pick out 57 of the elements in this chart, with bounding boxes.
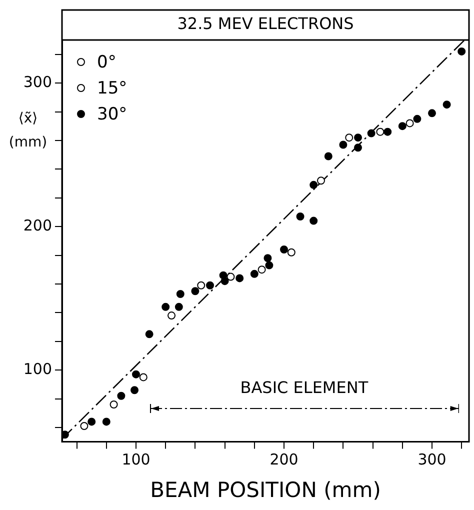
point bbox=[324, 152, 332, 160]
point bbox=[354, 134, 362, 142]
annotation: BASIC ELEMENT bbox=[240, 378, 368, 397]
x-tick-label: 100 bbox=[122, 450, 150, 469]
point bbox=[130, 386, 139, 394]
point bbox=[367, 129, 376, 138]
point bbox=[117, 392, 126, 400]
point bbox=[176, 290, 184, 298]
legend-label: 0° bbox=[97, 52, 116, 72]
point bbox=[80, 422, 88, 430]
point bbox=[62, 430, 69, 439]
point bbox=[280, 246, 288, 254]
x-tick-label: 200 bbox=[270, 450, 298, 469]
point bbox=[413, 114, 422, 123]
point bbox=[287, 248, 296, 256]
point bbox=[206, 281, 214, 290]
point bbox=[398, 122, 406, 130]
y-tick-label: 200 bbox=[23, 216, 52, 234]
point bbox=[354, 144, 362, 152]
point bbox=[264, 254, 272, 262]
x-tick-label: 300 bbox=[418, 450, 446, 469]
point bbox=[406, 119, 414, 128]
point bbox=[265, 261, 274, 270]
y-tick-label: 300 bbox=[23, 72, 52, 91]
point bbox=[236, 274, 244, 282]
point bbox=[317, 176, 325, 185]
point bbox=[258, 266, 266, 274]
y-axis-title: ⟨x̃⟩ (mm) bbox=[8, 110, 48, 151]
chart-title: 32.5 MEV ELECTRONS bbox=[177, 14, 354, 34]
point bbox=[458, 47, 466, 56]
point bbox=[442, 100, 451, 109]
point bbox=[428, 109, 436, 118]
point bbox=[376, 128, 384, 136]
point bbox=[296, 212, 304, 221]
point bbox=[162, 302, 170, 311]
point bbox=[226, 272, 235, 281]
point bbox=[345, 134, 354, 142]
y-tick-label: 100 bbox=[23, 360, 52, 378]
point bbox=[174, 302, 183, 311]
point bbox=[310, 180, 318, 189]
point bbox=[168, 312, 176, 320]
point bbox=[197, 281, 206, 290]
legend-label: 30° bbox=[97, 104, 128, 124]
point bbox=[220, 277, 229, 286]
point bbox=[102, 418, 110, 426]
point bbox=[88, 418, 96, 426]
point bbox=[339, 140, 348, 149]
point bbox=[139, 373, 148, 382]
point bbox=[145, 330, 154, 338]
point bbox=[110, 400, 118, 408]
point bbox=[250, 270, 258, 278]
x-axis-title: BEAM POSITION (mm) bbox=[150, 478, 381, 502]
point bbox=[384, 128, 392, 136]
legend-label: 15° bbox=[97, 78, 128, 98]
point bbox=[191, 287, 200, 296]
point bbox=[310, 216, 318, 225]
point bbox=[132, 370, 140, 378]
